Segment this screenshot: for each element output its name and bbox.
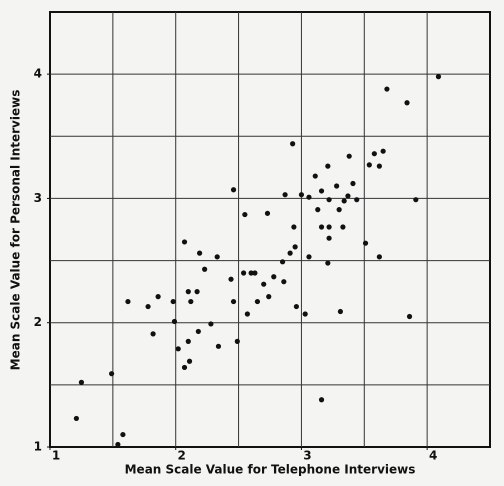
data-point <box>279 259 286 265</box>
data-point <box>264 210 271 216</box>
data-point <box>188 298 194 305</box>
data-point <box>350 180 356 187</box>
x-tick-label: 3 <box>303 449 311 463</box>
data-point <box>293 303 299 310</box>
data-point <box>186 358 193 364</box>
data-point <box>306 194 312 200</box>
data-point <box>336 207 342 213</box>
data-point <box>366 162 372 168</box>
data-point <box>318 397 325 403</box>
data-point <box>214 254 220 260</box>
data-point <box>230 298 237 305</box>
data-point <box>326 197 332 203</box>
data-point <box>312 173 318 179</box>
data-point <box>435 74 442 80</box>
data-point <box>346 153 352 159</box>
data-point <box>292 244 298 250</box>
data-point <box>413 197 419 203</box>
data-point <box>181 239 188 245</box>
data-point <box>315 207 321 213</box>
data-point <box>215 343 222 349</box>
data-point <box>326 224 332 230</box>
data-point <box>354 197 360 203</box>
data-point <box>234 338 240 344</box>
data-point <box>185 289 191 295</box>
y-tick-label: 1 <box>34 440 42 454</box>
plot-frame <box>49 11 491 448</box>
data-point <box>171 318 178 325</box>
data-point <box>125 298 131 305</box>
data-point <box>170 298 176 305</box>
data-point <box>254 298 261 305</box>
data-point <box>73 415 79 422</box>
data-point <box>325 163 331 169</box>
data-point <box>155 294 161 300</box>
data-point <box>252 270 258 276</box>
data-point <box>404 100 410 106</box>
data-point <box>271 274 277 280</box>
x-tick-label: 2 <box>178 449 186 463</box>
data-point <box>208 321 214 327</box>
data-point <box>150 331 156 337</box>
data-point <box>406 313 413 320</box>
data-point <box>291 224 297 230</box>
y-axis-label: Mean Scale Value for Personal Interviews <box>9 90 23 371</box>
data-point <box>325 260 331 266</box>
data-point <box>197 250 203 256</box>
data-point <box>371 151 377 157</box>
data-point <box>362 240 369 246</box>
data-point <box>78 379 85 385</box>
data-point <box>384 86 390 92</box>
data-point <box>115 441 121 448</box>
y-tick-label: 4 <box>34 67 42 81</box>
data-point <box>194 289 200 295</box>
data-point <box>298 192 305 198</box>
data-point <box>109 371 115 377</box>
y-tick-label: 2 <box>34 315 42 329</box>
data-point <box>340 224 346 230</box>
data-point <box>195 328 201 335</box>
data-point <box>228 276 234 282</box>
data-point <box>302 311 308 317</box>
x-tick-label: 4 <box>429 449 437 463</box>
data-point <box>306 254 312 260</box>
data-point <box>242 211 248 218</box>
y-tick-label: 3 <box>34 191 42 205</box>
data-point <box>120 431 126 438</box>
data-point <box>318 188 325 194</box>
data-point <box>326 235 332 241</box>
data-point <box>281 279 287 285</box>
data-point <box>376 163 382 169</box>
data-point <box>175 346 181 352</box>
x-axis-label: Mean Scale Value for Telephone Interview… <box>125 463 416 477</box>
data-point <box>287 250 293 256</box>
data-point <box>380 148 386 154</box>
data-point <box>230 187 237 193</box>
data-point <box>261 281 267 287</box>
data-point <box>241 270 247 276</box>
data-point <box>290 141 296 147</box>
x-tick-label: 1 <box>52 449 60 463</box>
data-point <box>337 308 343 315</box>
data-point <box>334 183 340 189</box>
data-point <box>185 338 191 344</box>
data-point <box>181 364 188 371</box>
data-point <box>345 193 351 199</box>
data-point <box>376 254 382 260</box>
data-point <box>341 198 347 204</box>
data-point <box>282 192 288 198</box>
data-point <box>266 294 272 300</box>
data-point <box>248 270 254 276</box>
data-point <box>145 303 151 310</box>
data-point <box>244 311 250 317</box>
data-point <box>202 266 208 272</box>
data-point <box>318 224 325 230</box>
